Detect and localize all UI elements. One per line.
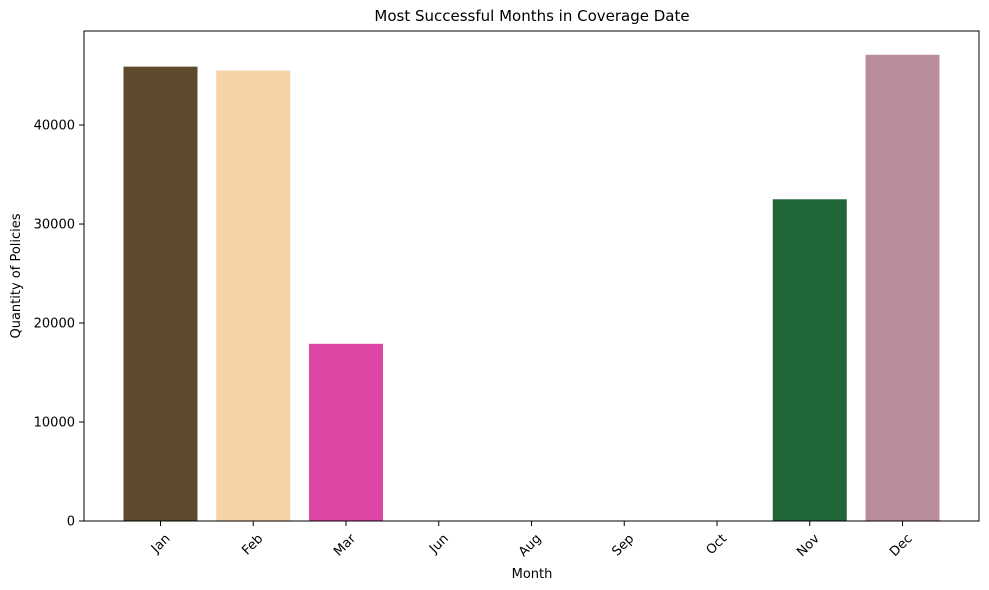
y-axis-label: Quantity of Policies <box>9 213 24 338</box>
x-axis: Jan Feb Mar Jun Aug Sep Oct Nov Dec <box>148 521 916 560</box>
x-tick-label-dec: Dec <box>887 531 915 559</box>
y-tick-label: 0 <box>67 515 75 530</box>
bar-nov <box>772 199 847 521</box>
x-tick-label-jan: Jan <box>148 531 173 556</box>
x-tick-label-oct: Oct <box>704 531 731 558</box>
x-tick-label-sep: Sep <box>609 531 637 559</box>
chart-title: Most Successful Months in Coverage Date <box>374 7 689 25</box>
x-tick-label-nov: Nov <box>794 531 823 560</box>
y-tick-label: 40000 <box>34 119 75 134</box>
bar-mar <box>309 343 383 521</box>
x-tick-label-aug: Aug <box>516 531 545 560</box>
x-axis-label: Month <box>512 567 553 582</box>
bar-jan <box>123 66 198 521</box>
x-tick-label-mar: Mar <box>331 531 359 559</box>
bar-dec <box>865 54 940 521</box>
y-axis: 0 10000 20000 30000 40000 <box>34 119 84 530</box>
y-tick-label: 30000 <box>34 218 75 233</box>
x-tick-label-feb: Feb <box>239 531 266 558</box>
bars-layer <box>123 54 940 521</box>
x-tick-label-jun: Jun <box>426 531 452 557</box>
y-tick-label: 10000 <box>34 416 75 431</box>
y-tick-label: 20000 <box>34 317 75 332</box>
bar-feb <box>216 70 291 521</box>
